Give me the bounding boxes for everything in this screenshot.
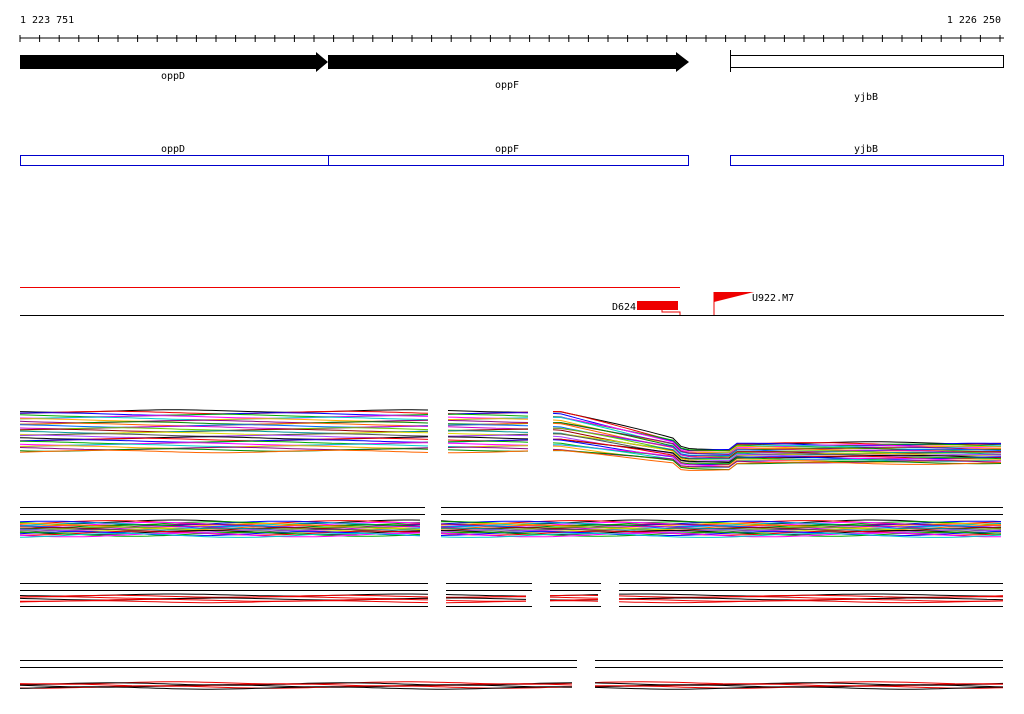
expression-line — [447, 446, 529, 450]
expression-line — [447, 418, 529, 421]
expression-line — [445, 594, 526, 597]
expression-line — [19, 532, 421, 538]
gene-label: oppF — [495, 80, 519, 91]
flag — [714, 292, 754, 302]
gene-arrow — [20, 52, 328, 72]
expression-line — [445, 600, 527, 604]
expression-line — [553, 444, 1001, 467]
expression-line — [440, 529, 1002, 535]
expression-line — [20, 421, 429, 425]
expression-line — [19, 434, 429, 439]
expression-tracks — [19, 409, 1004, 690]
expression-line — [440, 532, 1002, 538]
expression-line — [447, 440, 529, 443]
expression-line — [447, 442, 529, 446]
expression-line — [19, 443, 429, 448]
expression-line — [448, 450, 529, 454]
expression-line — [448, 413, 529, 417]
expression-line — [618, 600, 1004, 604]
expression-line — [19, 522, 421, 528]
expression-line — [440, 532, 1001, 538]
expression-line — [447, 434, 529, 437]
expression-line — [19, 683, 573, 687]
expression-line — [19, 600, 429, 604]
feature-edge — [661, 310, 681, 315]
annotation-label: oppD — [161, 144, 185, 155]
annotation-label: oppF — [495, 144, 519, 155]
expression-line — [552, 449, 1002, 471]
annotation-box — [20, 155, 329, 166]
ruler-end: 1 226 250 — [947, 15, 1001, 26]
annotation-box — [730, 155, 1004, 166]
feature-label: U922.M7 — [752, 293, 794, 304]
feature-label: D624 — [612, 302, 636, 313]
expression-line — [19, 531, 421, 537]
feature-block — [637, 301, 678, 310]
expression-line — [447, 436, 529, 440]
expression-line — [553, 449, 1002, 471]
expression-line — [447, 410, 528, 413]
gene-box — [730, 55, 1004, 68]
expression-line — [440, 524, 1001, 530]
expression-line — [446, 597, 527, 600]
expression-line — [552, 411, 1002, 452]
expression-line — [20, 418, 429, 422]
expression-line — [594, 686, 1004, 690]
gene-arrow — [328, 52, 689, 72]
expression-line — [19, 532, 421, 538]
expression-line — [618, 598, 1004, 602]
expression-line — [19, 525, 421, 531]
expression-line — [448, 430, 529, 433]
expression-line — [19, 531, 421, 537]
annotation-box — [328, 155, 689, 166]
expression-line — [440, 523, 1002, 528]
expression-line — [549, 596, 599, 599]
expression-line — [19, 686, 573, 690]
expression-line — [550, 600, 599, 602]
ruler-start: 1 223 751 — [20, 15, 74, 26]
expression-line — [440, 531, 1002, 537]
gene-label: oppD — [161, 71, 185, 82]
expression-line — [447, 426, 528, 430]
gene-label: yjbB — [854, 92, 878, 103]
expression-line — [447, 412, 529, 415]
expression-line — [19, 449, 429, 454]
expression-line — [447, 419, 529, 423]
expression-line — [552, 433, 1002, 463]
ruler-ticks — [19, 35, 1001, 42]
expression-line — [594, 681, 1004, 685]
expression-line — [447, 424, 529, 427]
annotation-label: yjbB — [854, 144, 878, 155]
expression-line — [552, 442, 1002, 465]
